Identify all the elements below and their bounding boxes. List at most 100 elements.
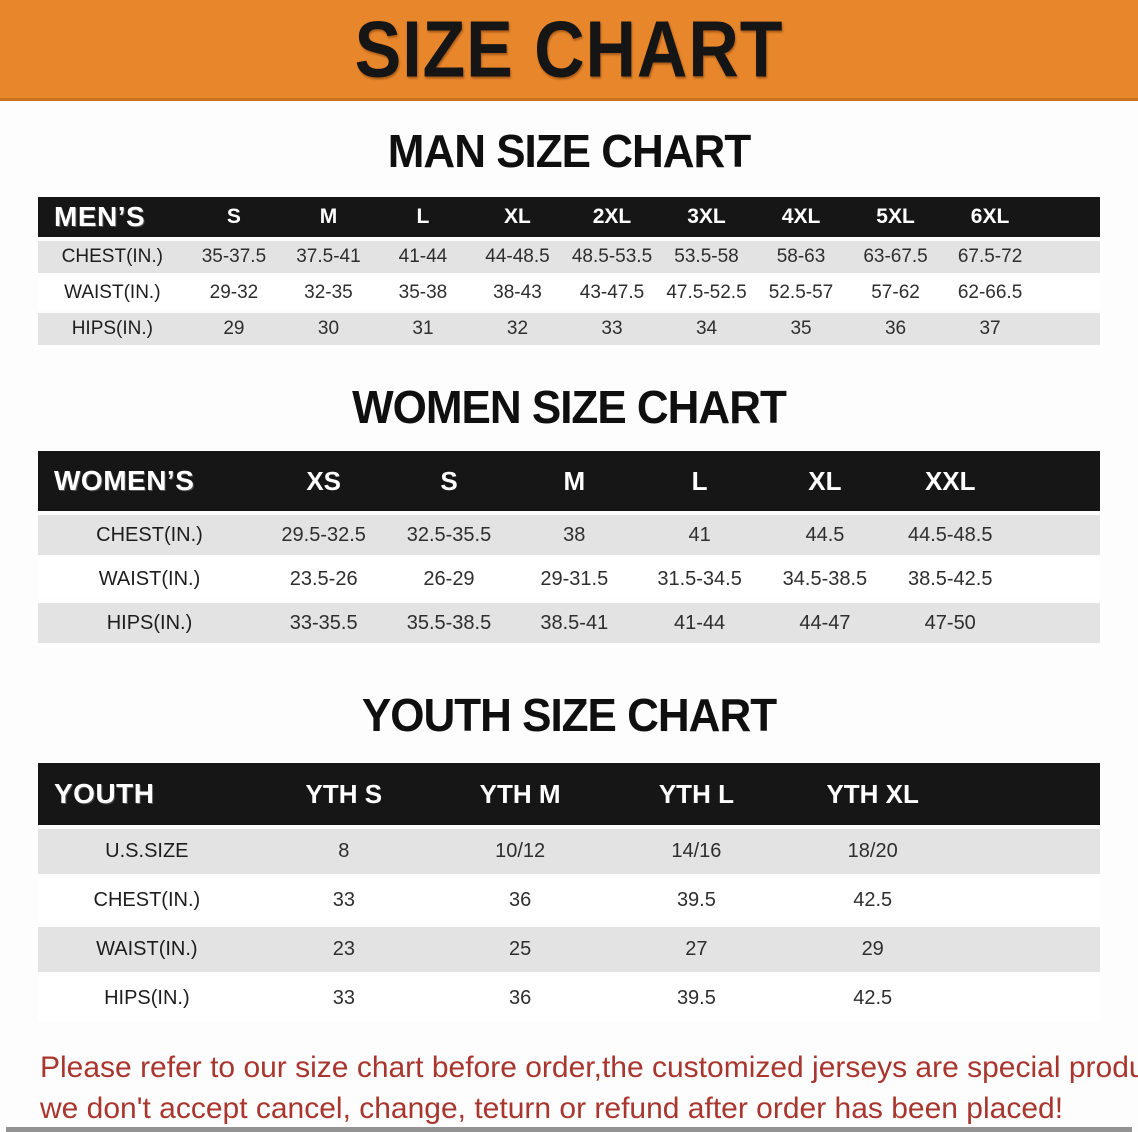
size-value: 32-35	[281, 277, 376, 309]
size-column-header: S	[186, 197, 282, 237]
measurement-row-label: HIPS(IN.)	[38, 603, 262, 643]
size-value: 35-38	[375, 277, 471, 309]
size-column-header: XXL	[887, 451, 1013, 511]
size-column-header: XL	[470, 197, 565, 237]
size-value: 31	[375, 313, 471, 345]
measurement-row-label: WAIST(IN.)	[38, 277, 187, 309]
spacer-cell	[1037, 197, 1100, 237]
measurement-row: HIPS(IN.) 33 36 39.5 42.5	[38, 976, 1100, 1021]
size-column-header: XL	[762, 451, 888, 511]
size-value: 36	[431, 878, 609, 923]
measurement-row-label: CHEST(IN.)	[38, 241, 187, 273]
size-value: 18/20	[784, 829, 961, 874]
disclaimer-text: Please refer to our size chart before or…	[40, 1047, 1138, 1130]
size-value: 67.5-72	[942, 241, 1038, 273]
measurement-row-label: HIPS(IN.)	[38, 976, 256, 1021]
spacer-cell	[960, 878, 1100, 923]
spacer-cell	[1037, 241, 1100, 273]
man-size-chart-section: MAN SIZE CHART MEN’S S M L XL 2XL 3XL 4XL 5XL 6XL…	[0, 125, 1138, 349]
size-value: 29	[784, 927, 961, 972]
spacer-cell	[1037, 313, 1100, 345]
size-value: 44.5-48.5	[887, 515, 1013, 555]
size-value: 38.5-42.5	[887, 559, 1013, 599]
size-column-header: S	[386, 451, 512, 511]
size-value: 32	[470, 313, 565, 345]
size-chart-banner: SIZE CHART	[0, 0, 1138, 101]
size-value: 35-37.5	[186, 241, 282, 273]
size-value: 23.5-26	[261, 559, 387, 599]
size-value: 35	[753, 313, 849, 345]
bottom-edge-line	[6, 1127, 1132, 1132]
spacer-cell	[1012, 603, 1100, 643]
size-value: 36	[848, 313, 943, 345]
size-value: 58-63	[753, 241, 849, 273]
man-size-chart-heading: MAN SIZE CHART	[387, 125, 751, 178]
size-column-header: 4XL	[753, 197, 849, 237]
size-column-header: 2XL	[564, 197, 660, 237]
size-value: 29.5-32.5	[261, 515, 387, 555]
size-value: 30	[281, 313, 376, 345]
spacer-cell	[960, 927, 1100, 972]
measurement-row-label: U.S.SIZE	[38, 829, 256, 874]
size-column-header: 6XL	[942, 197, 1038, 237]
size-value: 33	[255, 976, 432, 1021]
size-value: 33-35.5	[261, 603, 387, 643]
size-column-header: 3XL	[659, 197, 754, 237]
size-column-header: YTH XL	[784, 763, 961, 825]
size-column-header: L	[375, 197, 471, 237]
size-value: 26-29	[386, 559, 512, 599]
size-value: 62-66.5	[942, 277, 1038, 309]
size-value: 39.5	[608, 878, 785, 923]
size-value: 37	[942, 313, 1038, 345]
size-value: 41-44	[375, 241, 471, 273]
size-value: 47.5-52.5	[659, 277, 754, 309]
measurement-row: HIPS(IN.) 29 30 31 32 33 34 35 36 37	[38, 313, 1100, 345]
spacer-cell	[1037, 277, 1100, 309]
disclaimer-line-2: we don't accept cancel, change, teturn o…	[40, 1092, 1064, 1126]
measurement-row-label: HIPS(IN.)	[38, 313, 187, 345]
size-value: 44-48.5	[470, 241, 565, 273]
size-value: 43-47.5	[564, 277, 660, 309]
size-column-header: YTH S	[255, 763, 432, 825]
size-value: 14/16	[608, 829, 785, 874]
spacer-cell	[1012, 559, 1100, 599]
size-value: 29-31.5	[511, 559, 637, 599]
size-value: 34.5-38.5	[762, 559, 888, 599]
size-value: 41	[636, 515, 763, 555]
measurement-row: CHEST(IN.) 35-37.5 37.5-41 41-44 44-48.5 48.5…	[38, 241, 1100, 273]
size-value: 8	[255, 829, 432, 874]
measurement-row-label: WAIST(IN.)	[38, 927, 256, 972]
size-column-header: YTH L	[608, 763, 785, 825]
measurement-row-label: CHEST(IN.)	[38, 878, 256, 923]
size-value: 38.5-41	[511, 603, 637, 643]
size-table-header-row: WOMEN’S XS S M L XL XXL	[38, 451, 1100, 511]
size-value: 25	[431, 927, 609, 972]
youth-size-table: YOUTH YTH S YTH M YTH L YTH XL U.S.SIZE 8 10/12…	[38, 759, 1100, 1025]
size-column-header: 5XL	[848, 197, 943, 237]
table-group-label: MEN’S	[38, 197, 187, 237]
measurement-row: WAIST(IN.) 29-32 32-35 35-38 38-43 43-47.5 47.…	[38, 277, 1100, 309]
size-column-header: L	[636, 451, 763, 511]
size-value: 27	[608, 927, 785, 972]
spacer-cell	[960, 763, 1100, 825]
size-value: 29-32	[186, 277, 282, 309]
youth-size-chart-heading: YOUTH SIZE CHART	[361, 689, 777, 742]
size-column-header: M	[281, 197, 376, 237]
measurement-row: HIPS(IN.) 33-35.5 35.5-38.5 38.5-41 41-44 44-…	[38, 603, 1100, 643]
size-column-header: YTH M	[431, 763, 609, 825]
size-value: 29	[186, 313, 282, 345]
women-size-chart-heading: WOMEN SIZE CHART	[352, 381, 787, 434]
size-value: 38	[511, 515, 637, 555]
size-column-header: XS	[261, 451, 387, 511]
size-table-header-row: YOUTH YTH S YTH M YTH L YTH XL	[38, 763, 1100, 825]
size-value: 32.5-35.5	[386, 515, 512, 555]
size-value: 47-50	[887, 603, 1013, 643]
spacer-cell	[960, 976, 1100, 1021]
measurement-row: CHEST(IN.) 29.5-32.5 32.5-35.5 38 41 44.5 44.5…	[38, 515, 1100, 555]
spacer-cell	[960, 829, 1100, 874]
size-value: 31.5-34.5	[636, 559, 763, 599]
measurement-row: CHEST(IN.) 33 36 39.5 42.5	[38, 878, 1100, 923]
size-value: 36	[431, 976, 609, 1021]
measurement-row: WAIST(IN.) 23 25 27 29	[38, 927, 1100, 972]
spacer-cell	[1012, 515, 1100, 555]
